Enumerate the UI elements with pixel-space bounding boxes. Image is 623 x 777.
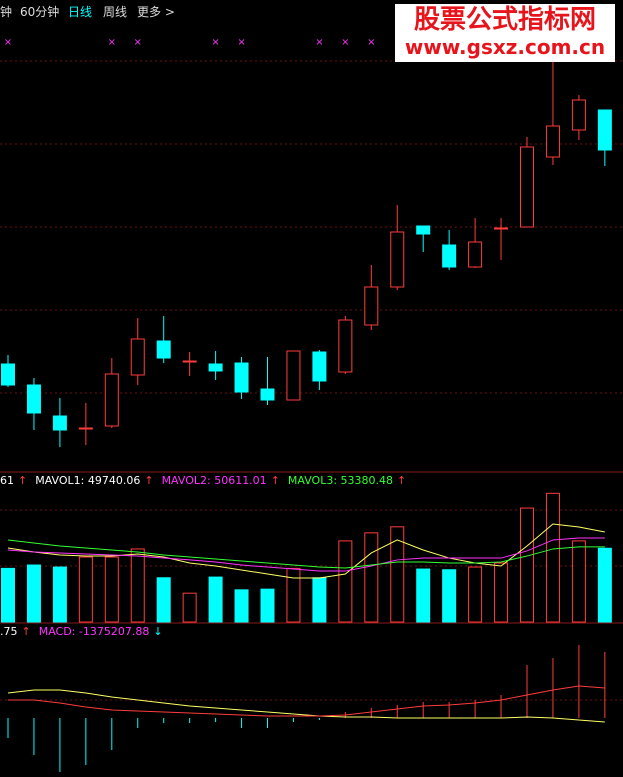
watermark: 股票公式指标网 www.gsxz.com.cn (395, 4, 615, 62)
candle-body (260, 388, 275, 401)
volume-bar (78, 556, 93, 623)
volume-legend: 61 ↑ MAVOL1: 49740.06 ↑ MAVOL2: 50611.01 ↑ MAV… (0, 474, 414, 487)
volume-bar (52, 566, 67, 623)
macd-legend: .75 ↑ MACD: -1375207.88 ↓ (0, 625, 171, 638)
candle-body (286, 350, 301, 401)
volume-bar (182, 592, 197, 623)
candle-body (545, 125, 560, 158)
indicator-line (7, 537, 605, 572)
indicator-line (8, 685, 605, 717)
candle-body (182, 360, 197, 363)
candle-body (571, 99, 586, 131)
volume-bar (364, 532, 379, 623)
legend-label: MAVOL1: 49740.06 (35, 474, 141, 487)
volume-bar (494, 562, 509, 623)
indicator-line (7, 523, 605, 579)
tab[interactable]: 更多 > (137, 5, 175, 19)
volume-bar (468, 566, 483, 623)
indicator-line (7, 539, 605, 569)
legend-label: MACD: -1375207.88 (38, 625, 150, 638)
candle-body (78, 427, 93, 430)
candle-body (494, 227, 509, 230)
volume-bar (442, 569, 457, 623)
legend-arrow: ↑ (18, 474, 28, 487)
legend-arrow: ↑ (144, 474, 154, 487)
volume-bar (26, 564, 41, 623)
candle-body (364, 286, 379, 326)
signal-mark: × (367, 37, 375, 48)
candle-body (130, 338, 145, 376)
volume-bar (234, 589, 249, 623)
watermark-url: www.gsxz.com.cn (404, 35, 606, 59)
volume-bar (156, 577, 171, 623)
volume-bar (571, 540, 586, 623)
candle-body (597, 109, 612, 151)
volume-bar (104, 556, 119, 623)
volume-bar (130, 548, 145, 623)
legend-label: 61 (0, 474, 14, 487)
candle-body (156, 340, 171, 359)
volume-bar (416, 568, 431, 623)
candle-body (416, 225, 431, 235)
candle-body (52, 415, 67, 431)
volume-bar (260, 588, 275, 623)
candle-body (26, 384, 41, 414)
signal-mark: × (211, 37, 219, 48)
candle-body (104, 373, 119, 427)
candle-body (312, 351, 327, 382)
tab[interactable]: 周线 (103, 5, 128, 19)
signal-mark: × (315, 37, 323, 48)
legend-arrow: ↑ (270, 474, 280, 487)
tab[interactable]: 钟 (0, 5, 13, 19)
signal-mark: × (237, 37, 245, 48)
candle-body (442, 244, 457, 268)
tab[interactable]: 60分钟 (20, 5, 60, 19)
candle-body (234, 362, 249, 393)
volume-bar (597, 547, 612, 623)
legend-label: .75 (0, 625, 18, 638)
indicator-line (7, 689, 605, 723)
legend-label: MAVOL2: 50611.01 (161, 474, 267, 487)
signal-mark: × (4, 37, 12, 48)
signal-mark: × (134, 37, 142, 48)
volume-bar (286, 567, 301, 623)
volume-bar (390, 526, 405, 623)
tab[interactable]: 日线 (68, 5, 93, 19)
candle-body (208, 363, 223, 372)
legend-label: MAVOL3: 53380.48 (287, 474, 394, 487)
candle-body (1, 363, 15, 386)
legend-arrow: ↑ (397, 474, 407, 487)
signal-mark: × (341, 37, 349, 48)
signal-mark: × (108, 37, 116, 48)
legend-arrow: ↓ (153, 625, 163, 638)
volume-bar (520, 507, 534, 623)
candle-body (338, 319, 353, 373)
volume-bar (1, 567, 15, 623)
candle-body (468, 241, 483, 268)
volume-bar (338, 540, 353, 623)
volume-bar (312, 577, 327, 623)
candle-body (520, 146, 534, 228)
legend-arrow: ↑ (21, 625, 31, 638)
candle-body (390, 231, 405, 288)
volume-bar (545, 492, 560, 623)
watermark-title: 股票公式指标网 (413, 5, 596, 35)
volume-bar (208, 576, 223, 623)
